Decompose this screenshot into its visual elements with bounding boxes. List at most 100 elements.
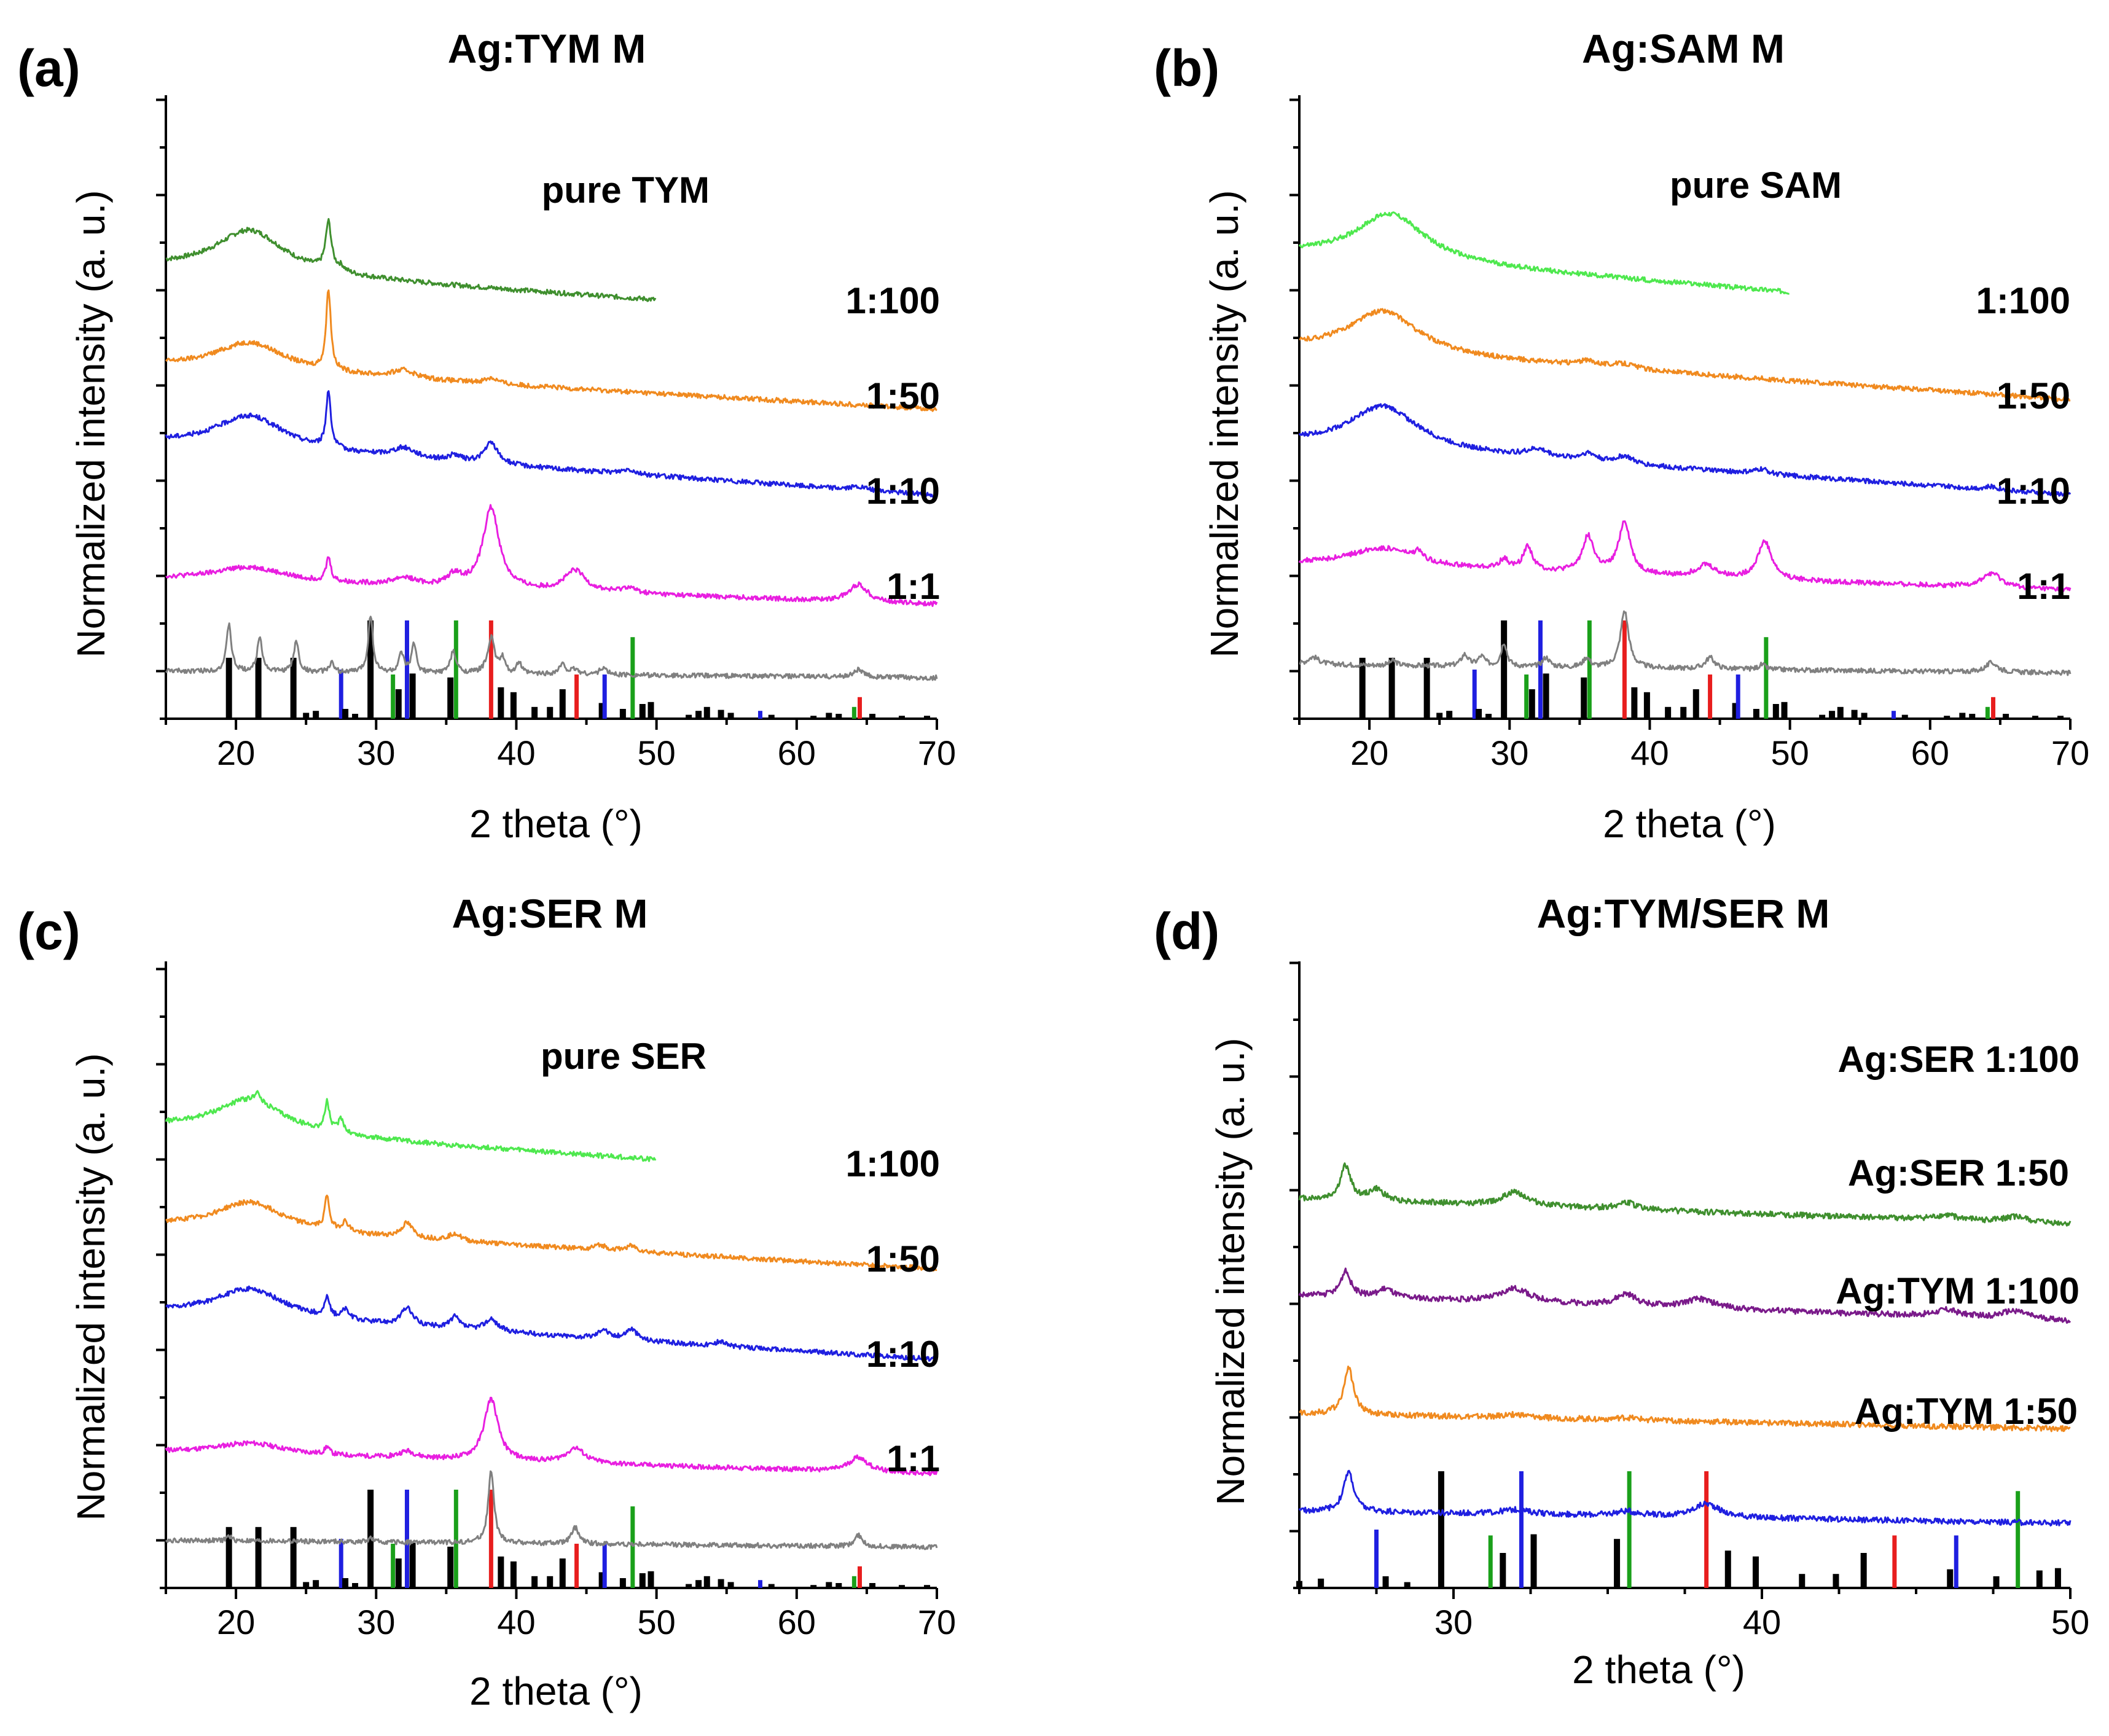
- reference-peak-stick: [2016, 1491, 2021, 1588]
- series-trace: [165, 1194, 937, 1272]
- x-tick-label: 50: [2051, 1603, 2089, 1641]
- reference-peak-stick: [639, 704, 646, 719]
- x-tick-label: 20: [1350, 733, 1388, 772]
- reference-peak-stick: [338, 670, 343, 719]
- reference-peak-stick: [686, 714, 692, 719]
- reference-peak-stick: [1892, 1535, 1897, 1588]
- x-tick-label: 60: [1911, 733, 1949, 772]
- series-trace: [165, 289, 937, 412]
- reference-peak-stick: [1446, 711, 1453, 719]
- reference-peak-stick: [352, 714, 359, 719]
- series-label: 1:50: [1997, 375, 2070, 416]
- reference-peak-stick: [835, 1583, 842, 1588]
- reference-peak-stick: [1359, 657, 1366, 719]
- reference-peak-stick: [547, 706, 554, 719]
- reference-peak-stick: [1622, 620, 1627, 719]
- series-trace: [1298, 211, 1790, 295]
- reference-peak-stick: [1947, 1569, 1954, 1588]
- reference-peak-stick: [447, 677, 454, 719]
- reference-peak-stick: [559, 689, 566, 719]
- reference-peak-stick: [1704, 1471, 1709, 1588]
- x-tick-label: 20: [217, 1603, 255, 1641]
- reference-peak-stick: [810, 1585, 817, 1588]
- reference-peak-stick: [367, 620, 374, 719]
- reference-peak-stick: [1833, 1574, 1839, 1588]
- reference-peak-stick: [574, 1544, 579, 1588]
- reference-peak-stick: [1438, 1471, 1444, 1588]
- x-tick-label: 40: [497, 1603, 535, 1641]
- x-tick-label: 70: [2051, 733, 2089, 772]
- reference-peak-stick: [1476, 709, 1482, 719]
- series-label: 1:100: [846, 1143, 940, 1184]
- x-tick-label: 70: [918, 1603, 956, 1641]
- reference-peak-stick: [648, 702, 654, 719]
- panel-d: (d) Ag:TYM/SER M 2 theta (°) Normalized …: [1154, 891, 2089, 1692]
- reference-peak-stick: [1837, 706, 1844, 719]
- x-axis-label: 2 theta (°): [1572, 1648, 1745, 1692]
- reference-peak-stick: [1735, 674, 1740, 719]
- reference-peak-stick: [1969, 714, 1976, 719]
- reference-peak-stick: [225, 1527, 232, 1588]
- panel-title: Ag:TYM M: [448, 26, 646, 71]
- reference-peak-stick: [255, 1527, 262, 1588]
- reference-peak-stick: [768, 1584, 775, 1588]
- plot-area: 30 40 50 Ag:SER 1:100 Ag:SER 1:50 Ag:TYM 1:10…: [1289, 961, 2089, 1641]
- reference-peak-stick: [453, 620, 458, 719]
- reference-peak-stick: [488, 1490, 493, 1588]
- reference-peak-stick: [1692, 689, 1699, 719]
- reference-peak-stick: [1851, 710, 1858, 719]
- x-tick-label: 50: [637, 733, 675, 772]
- reference-peak-stick: [1708, 674, 1713, 719]
- reference-peak-stick: [630, 637, 635, 719]
- reference-peak-stick: [602, 1544, 607, 1588]
- series-label: 1:50: [866, 1238, 940, 1280]
- reference-peak-stick: [391, 1544, 396, 1588]
- x-tick-label: 20: [217, 733, 255, 772]
- reference-peak-stick: [639, 1573, 646, 1588]
- reference-peak-stick: [1752, 1556, 1759, 1588]
- x-tick-label: 60: [778, 733, 816, 772]
- reference-peak-stick: [602, 674, 607, 719]
- reference-peak-stick: [858, 1566, 862, 1588]
- series-trace: [165, 616, 938, 681]
- panel-c: (c) Ag:SER M 2 theta (°) Normalized inte…: [17, 891, 956, 1713]
- reference-peak-stick: [826, 713, 832, 719]
- reference-peak-stick: [510, 1561, 517, 1588]
- series-trace: [1298, 403, 2072, 498]
- reference-peak-stick: [727, 713, 734, 719]
- series-label: 1:100: [1976, 280, 2070, 321]
- series-label: 1:1: [2017, 566, 2070, 607]
- reference-peak-stick: [453, 1490, 458, 1588]
- series-label: Ag:TYM 1:100: [1836, 1270, 2080, 1312]
- reference-peak-stick: [498, 1556, 504, 1588]
- reference-peak-stick: [703, 1576, 710, 1588]
- reference-peak-stick: [1764, 637, 1769, 719]
- reference-peak-stick: [531, 706, 538, 719]
- reference-peak-stick: [1519, 1471, 1524, 1588]
- reference-peak-stick: [648, 1571, 654, 1588]
- panel-title: Ag:SER M: [452, 891, 648, 936]
- reference-peak-stick: [1861, 713, 1868, 719]
- reference-peak-stick: [1665, 706, 1672, 719]
- reference-peak-stick: [757, 711, 762, 719]
- reference-peak-stick: [924, 716, 931, 719]
- series-trace: [165, 504, 938, 608]
- reference-peak-stick: [1581, 677, 1587, 719]
- series-label: 1:10: [866, 471, 940, 512]
- reference-peak-stick: [395, 689, 402, 719]
- reference-peak-stick: [686, 1584, 692, 1588]
- reference-peak-stick: [835, 714, 842, 719]
- series-trace: [165, 1090, 657, 1162]
- series-label: Ag:TYM 1:50: [1855, 1391, 2078, 1432]
- reference-peak-stick: [510, 692, 517, 719]
- reference-peak-stick: [342, 709, 349, 719]
- reference-peak-stick: [695, 1580, 702, 1588]
- reference-peak-stick: [1772, 704, 1779, 719]
- y-axis-label: Normalized intensity (a. u.): [69, 1053, 113, 1520]
- reference-peak-stick: [409, 1542, 416, 1588]
- reference-peak-stick: [290, 1527, 297, 1588]
- reference-peak-stick: [1614, 1539, 1621, 1588]
- reference-peak-stick: [255, 657, 262, 719]
- reference-peak-stick: [409, 673, 416, 719]
- reference-peak-stick: [869, 714, 876, 719]
